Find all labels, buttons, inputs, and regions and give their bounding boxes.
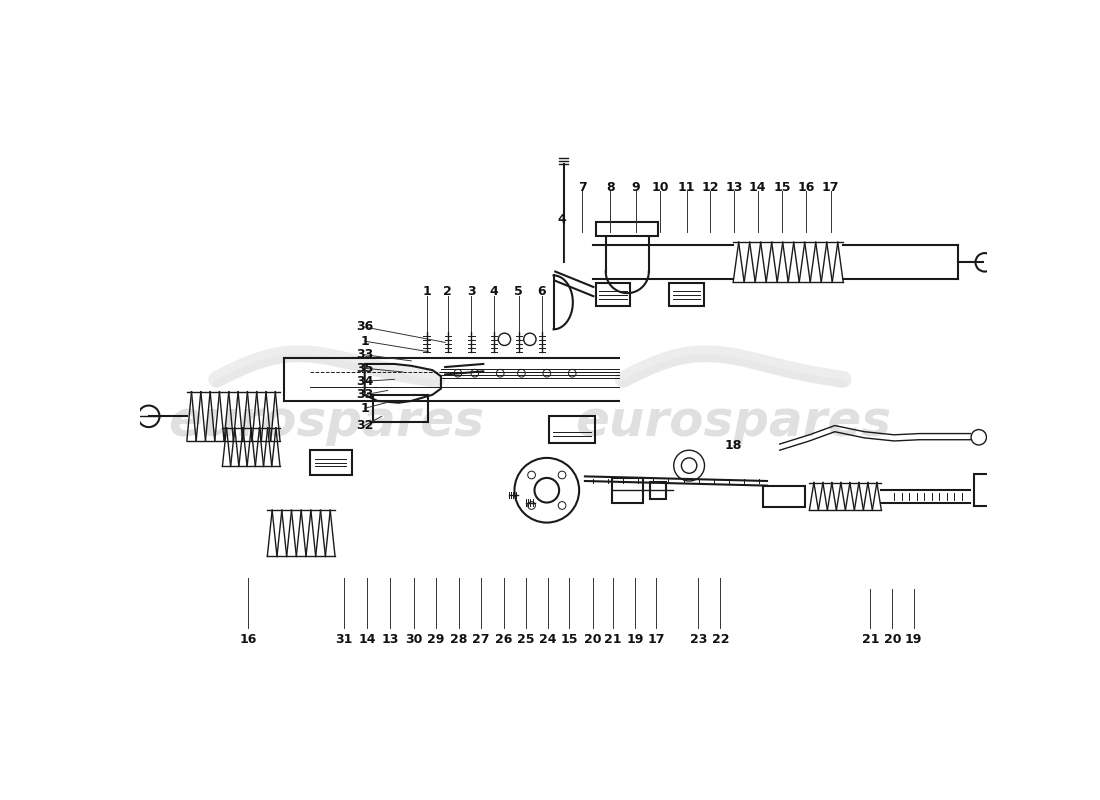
Text: 31: 31 <box>334 633 352 646</box>
Text: 4: 4 <box>490 286 498 298</box>
Text: 4: 4 <box>558 213 566 226</box>
Text: 22: 22 <box>712 633 729 646</box>
Text: eurospares: eurospares <box>168 398 485 446</box>
Text: 24: 24 <box>539 633 557 646</box>
Text: 1: 1 <box>361 402 370 415</box>
Text: 20: 20 <box>584 633 602 646</box>
Text: 26: 26 <box>495 633 513 646</box>
Text: 32: 32 <box>356 419 373 432</box>
Text: 29: 29 <box>427 633 444 646</box>
Text: 16: 16 <box>239 633 256 646</box>
Text: 19: 19 <box>626 633 644 646</box>
Text: eurospares: eurospares <box>575 398 891 446</box>
Text: 34: 34 <box>356 374 373 388</box>
Text: 21: 21 <box>861 633 879 646</box>
Text: 13: 13 <box>382 633 399 646</box>
Text: 23: 23 <box>690 633 707 646</box>
Text: 20: 20 <box>883 633 901 646</box>
Text: 1: 1 <box>361 334 370 348</box>
Text: 1: 1 <box>422 286 431 298</box>
Text: 9: 9 <box>631 181 640 194</box>
Text: 7: 7 <box>578 181 586 194</box>
Text: 13: 13 <box>725 181 742 194</box>
Text: 6: 6 <box>538 286 546 298</box>
Text: 33: 33 <box>356 348 373 362</box>
Text: 17: 17 <box>647 633 664 646</box>
Text: 28: 28 <box>450 633 468 646</box>
Text: 25: 25 <box>517 633 535 646</box>
Text: 2: 2 <box>443 286 452 298</box>
Text: 15: 15 <box>773 181 791 194</box>
Text: 18: 18 <box>725 439 741 452</box>
Text: 16: 16 <box>798 181 815 194</box>
Text: 36: 36 <box>356 321 373 334</box>
Text: 11: 11 <box>678 181 695 194</box>
Text: 14: 14 <box>749 181 767 194</box>
Text: 35: 35 <box>356 362 373 374</box>
Text: 27: 27 <box>472 633 490 646</box>
Text: 19: 19 <box>905 633 922 646</box>
Text: 21: 21 <box>604 633 622 646</box>
Text: 30: 30 <box>405 633 422 646</box>
Text: 33: 33 <box>356 388 373 402</box>
Text: 15: 15 <box>560 633 578 646</box>
Text: 12: 12 <box>702 181 719 194</box>
Text: 17: 17 <box>822 181 839 194</box>
Text: 3: 3 <box>468 286 475 298</box>
Text: 14: 14 <box>359 633 376 646</box>
Text: 10: 10 <box>651 181 669 194</box>
Text: 5: 5 <box>515 286 524 298</box>
Text: 8: 8 <box>606 181 615 194</box>
